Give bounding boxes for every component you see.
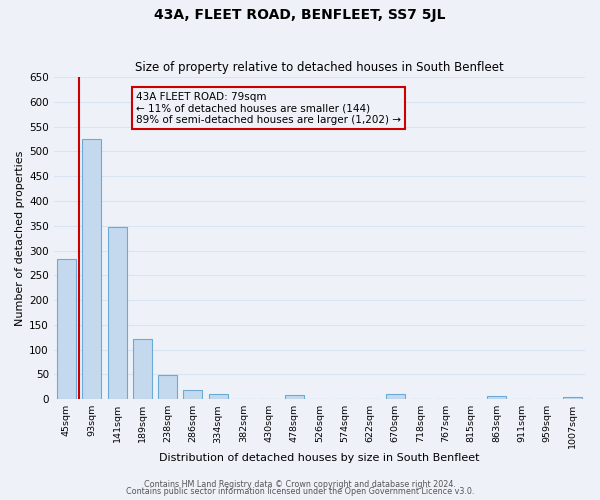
- Bar: [82, 139, 101, 399]
- Text: 43A FLEET ROAD: 79sqm
← 11% of detached houses are smaller (144)
89% of semi-det: 43A FLEET ROAD: 79sqm ← 11% of detached …: [136, 92, 401, 125]
- Text: Contains HM Land Registry data © Crown copyright and database right 2024.: Contains HM Land Registry data © Crown c…: [144, 480, 456, 489]
- Bar: [386, 394, 405, 399]
- Bar: [107, 227, 127, 399]
- Y-axis label: Number of detached properties: Number of detached properties: [15, 150, 25, 326]
- Bar: [487, 396, 506, 399]
- Bar: [563, 396, 582, 399]
- Bar: [284, 396, 304, 399]
- Text: 43A, FLEET ROAD, BENFLEET, SS7 5JL: 43A, FLEET ROAD, BENFLEET, SS7 5JL: [154, 8, 446, 22]
- Title: Size of property relative to detached houses in South Benfleet: Size of property relative to detached ho…: [135, 62, 504, 74]
- Bar: [184, 390, 202, 399]
- X-axis label: Distribution of detached houses by size in South Benfleet: Distribution of detached houses by size …: [159, 452, 479, 462]
- Bar: [133, 339, 152, 399]
- Bar: [158, 376, 177, 399]
- Bar: [57, 259, 76, 399]
- Text: Contains public sector information licensed under the Open Government Licence v3: Contains public sector information licen…: [126, 487, 474, 496]
- Bar: [209, 394, 227, 399]
